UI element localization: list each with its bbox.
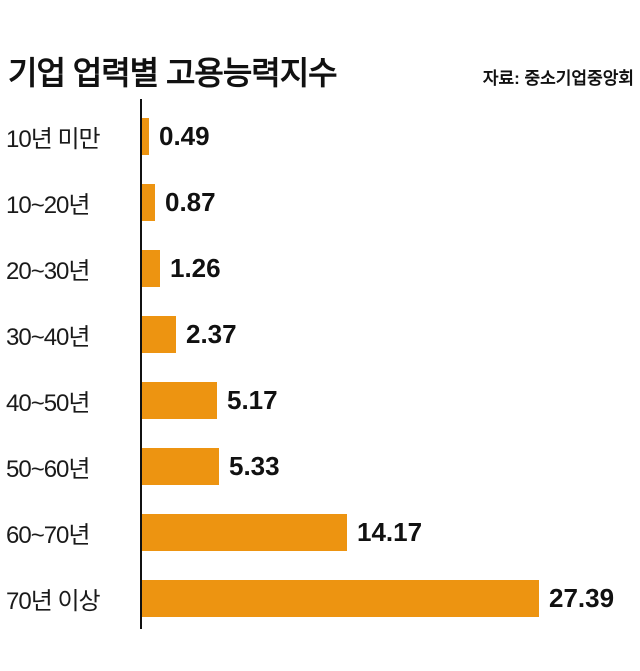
category-label: 50~60년 [6, 455, 91, 483]
chart-row: 30~40년 2.37 [6, 301, 640, 367]
bar [142, 513, 347, 551]
bar [142, 249, 160, 287]
bar [142, 579, 539, 617]
category-label: 10~20년 [6, 191, 91, 219]
bar [142, 447, 219, 485]
value-label: 0.87 [165, 186, 216, 217]
value-label: 14.17 [357, 516, 423, 547]
chart-row: 60~70년 14.17 [6, 499, 640, 565]
bar-chart: 10년 미만 0.49 10~20년 0.87 20~30년 1.26 30~40년 2.37… [0, 99, 640, 631]
bar [142, 183, 155, 221]
chart-row: 10년 미만 0.49 [6, 103, 640, 169]
chart-rows: 10년 미만 0.49 10~20년 0.87 20~30년 1.26 30~40년 2.37… [6, 103, 640, 631]
value-label: 5.33 [229, 450, 280, 481]
value-label: 5.17 [227, 384, 278, 415]
category-label: 30~40년 [6, 323, 91, 351]
category-label: 60~70년 [6, 521, 91, 549]
chart-row: 10~20년 0.87 [6, 169, 640, 235]
value-label: 27.39 [549, 582, 615, 613]
y-axis-line [140, 99, 142, 630]
category-label: 20~30년 [6, 257, 91, 285]
chart-row: 20~30년 1.26 [6, 235, 640, 301]
bar [142, 315, 176, 353]
value-label: 0.49 [159, 120, 210, 151]
value-label: 1.26 [170, 252, 221, 283]
chart-row: 50~60년 5.33 [6, 433, 640, 499]
bar [142, 117, 149, 155]
chart-row: 70년 이상 27.39 [6, 565, 640, 631]
chart-header: 기업 업력별 고용능력지수 자료: 중소기업중앙회 [0, 0, 640, 91]
category-label: 70년 이상 [6, 587, 101, 615]
bar [142, 381, 217, 419]
category-label: 10년 미만 [6, 125, 101, 153]
category-label: 40~50년 [6, 389, 91, 417]
source-label: 자료: 중소기업중앙회 [482, 69, 634, 89]
chart-row: 40~50년 5.17 [6, 367, 640, 433]
value-label: 2.37 [186, 318, 237, 349]
page-title: 기업 업력별 고용능력지수 [8, 55, 338, 91]
